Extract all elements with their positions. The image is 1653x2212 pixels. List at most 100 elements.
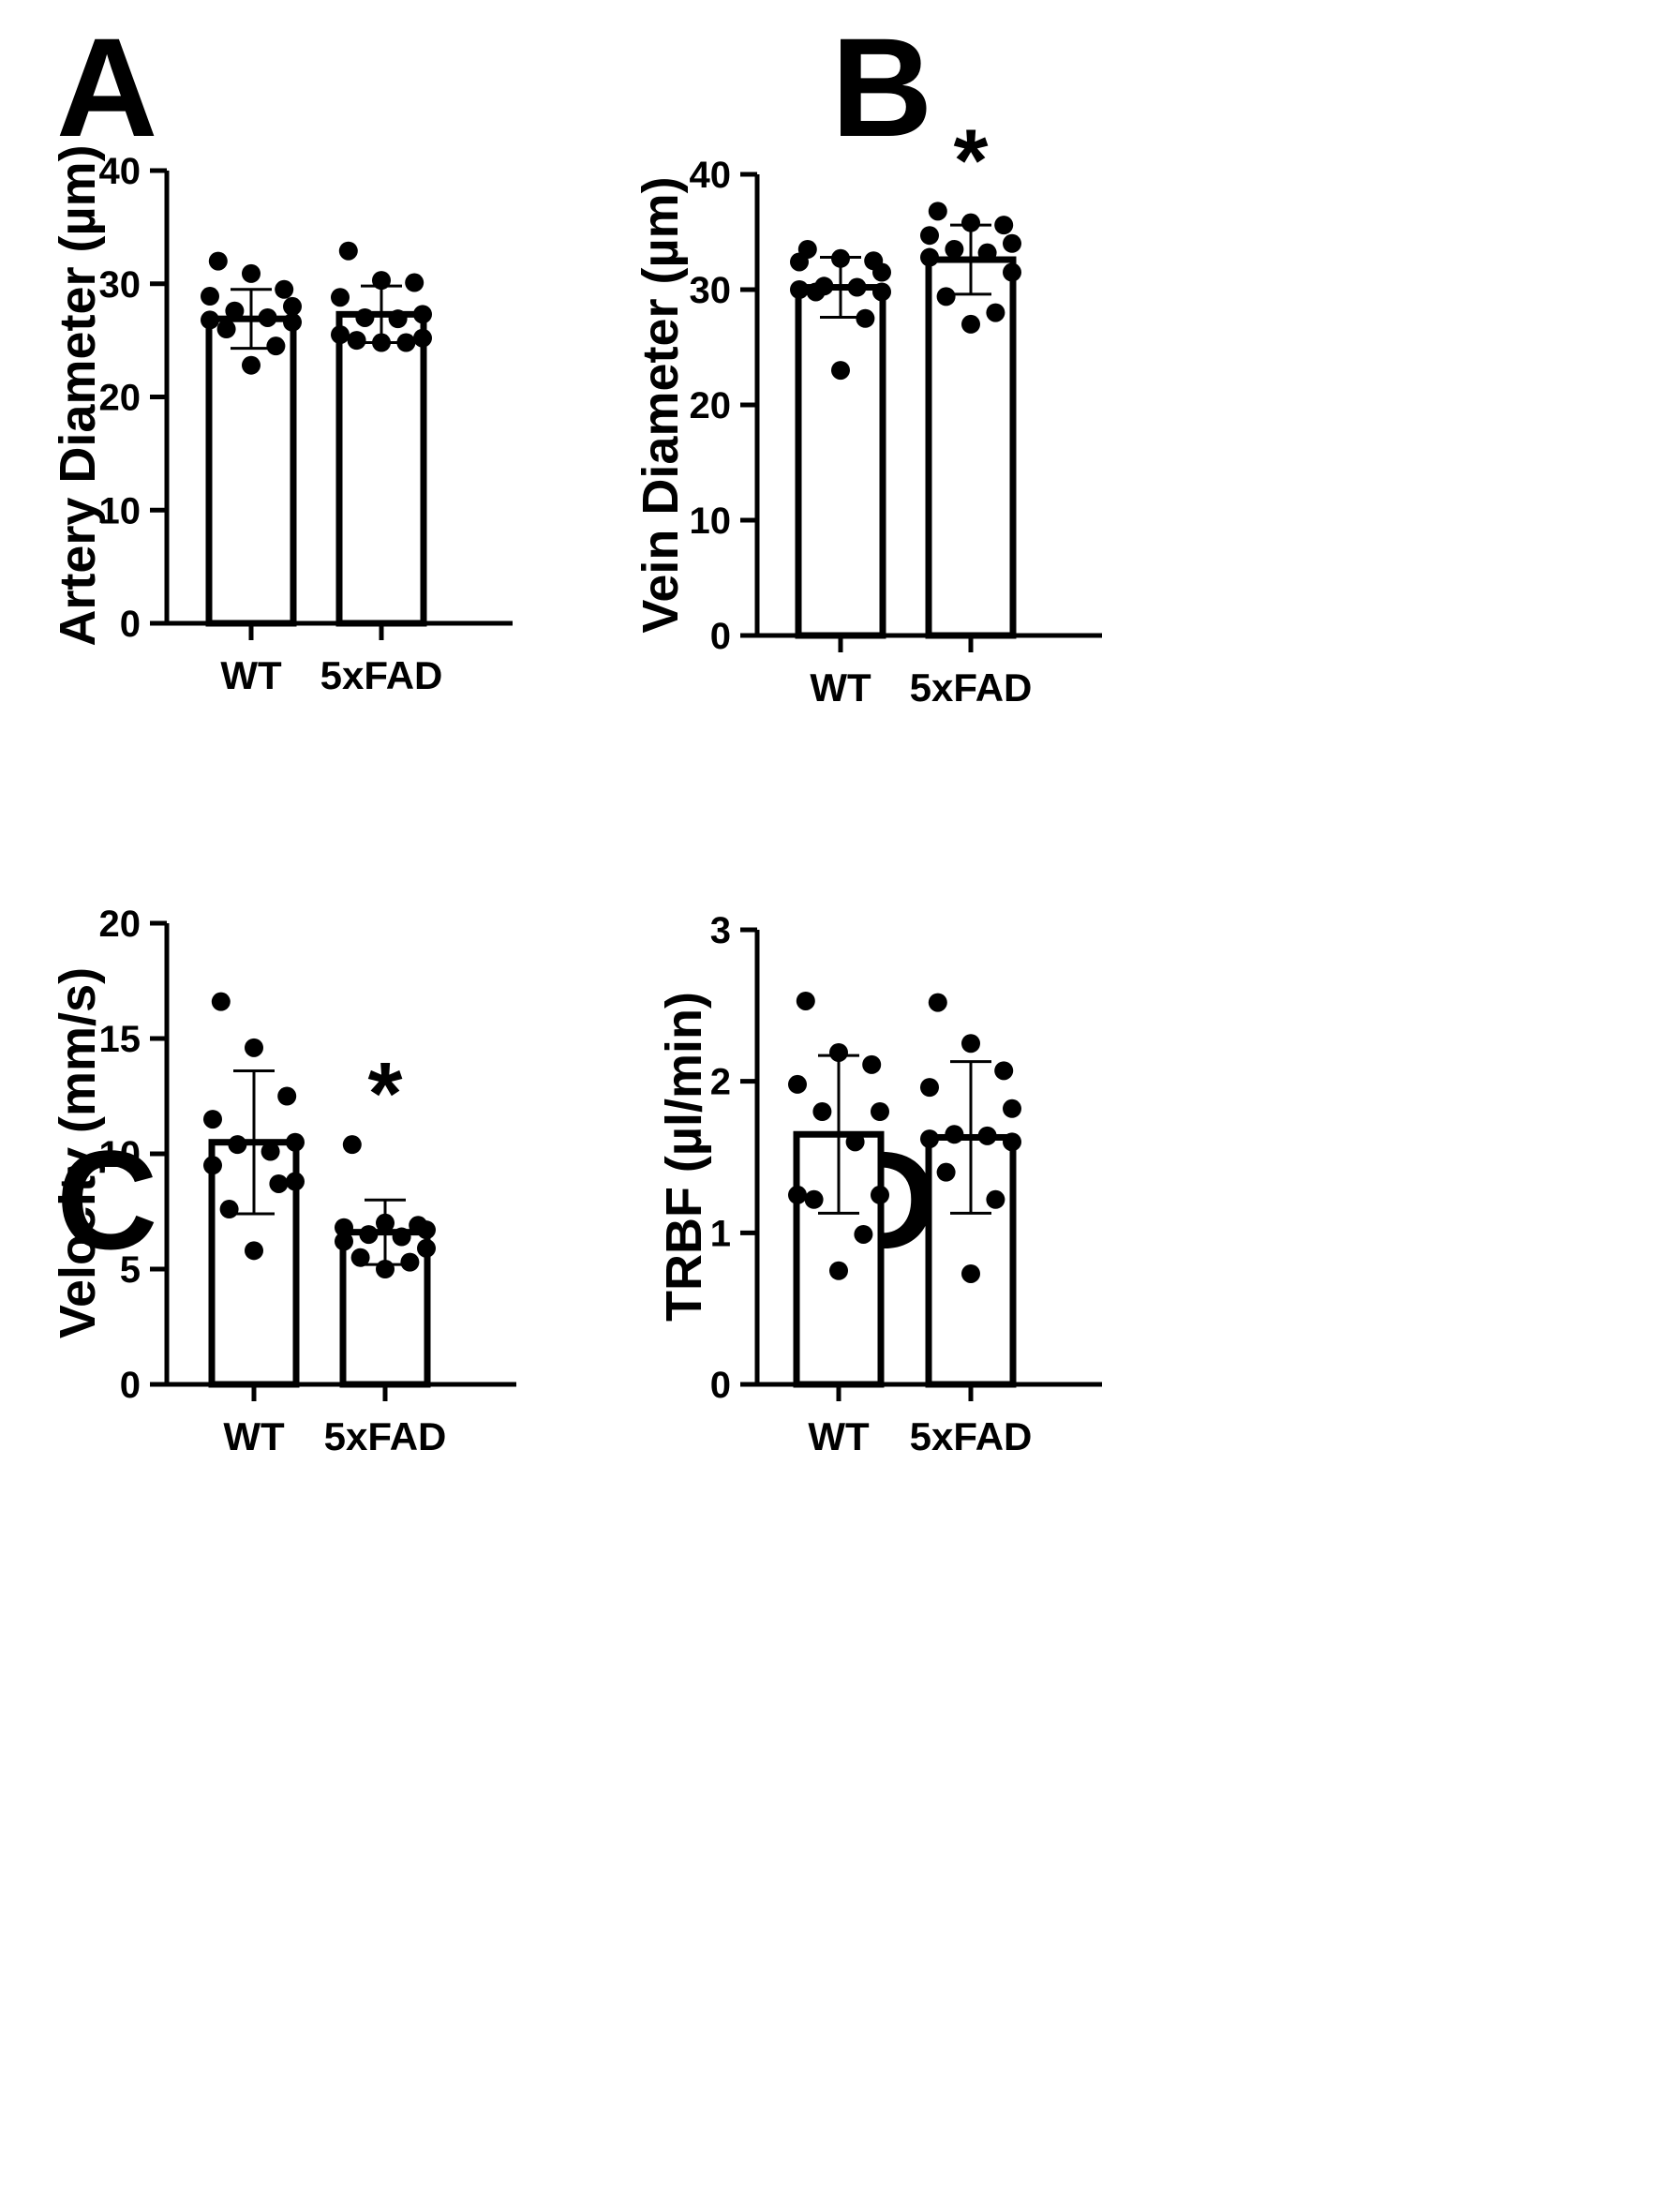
data-point [796, 991, 815, 1010]
data-point [342, 1135, 362, 1155]
data-point [203, 1156, 222, 1175]
data-point [994, 216, 1014, 235]
y-tick-label: 20 [99, 378, 141, 419]
panel-c: C * 0 5 10 15 20 WT 5xFAD Velocity (mm/s) [0, 904, 826, 2212]
data-point [266, 336, 286, 356]
panel-letter-b: B [831, 8, 933, 166]
panel-a: A 0 10 20 30 40 WT 5xFAD Artery Diameter (µm) [0, 0, 826, 1106]
y-tick-label: 20 [690, 385, 732, 426]
data-point [871, 1102, 889, 1121]
chart-group: 0 10 20 30 40 WT 5xFAD Artery Diameter (µm) [50, 144, 513, 697]
data-point [261, 1142, 280, 1161]
y-tick-label: 3 [710, 910, 731, 951]
data-point [812, 1102, 832, 1121]
data-point [269, 1173, 289, 1193]
data-point [242, 355, 261, 375]
data-point [928, 202, 947, 221]
y-tick-label: 10 [99, 490, 141, 531]
data-point [806, 282, 826, 302]
data-point [277, 1086, 297, 1106]
data-point [920, 1078, 939, 1098]
bar-wt [795, 284, 886, 639]
data-point [961, 1263, 980, 1283]
y-tick-label: 40 [99, 151, 141, 192]
data-point [920, 247, 939, 267]
data-point [945, 1125, 964, 1144]
data-point [283, 312, 302, 332]
data-point [788, 1074, 807, 1094]
y-tick-label: 0 [120, 604, 141, 645]
bar-5xfad [335, 310, 427, 627]
data-point [388, 309, 408, 329]
y-axis-label: Velocity (mm/s) [50, 967, 106, 1338]
panel-d: D 0 1 2 3 WT 5xFAD TRBF (µl/min) [656, 910, 1653, 2212]
y-axis-label: TRBF (µl/min) [656, 992, 712, 1322]
y-tick-label: 0 [710, 616, 731, 657]
data-point [1003, 1132, 1021, 1152]
data-point [856, 308, 875, 328]
data-point [847, 277, 867, 297]
data-point [219, 1200, 239, 1219]
data-point [201, 287, 219, 306]
data-point [331, 288, 350, 307]
data-point [804, 1189, 824, 1209]
data-point [208, 251, 228, 271]
data-point [986, 1189, 1005, 1209]
data-point [920, 226, 939, 246]
data-point [788, 1185, 807, 1204]
data-point [350, 1248, 370, 1267]
data-point [977, 243, 997, 262]
data-point [417, 1220, 436, 1240]
data-point [790, 280, 809, 299]
data-point [961, 213, 980, 232]
data-point [1003, 1099, 1021, 1118]
x-tick-label-5xfad: 5xFAD [324, 1414, 447, 1458]
x-tick-label-5xfad: 5xFAD [910, 1414, 1033, 1458]
y-tick-label: 30 [99, 264, 141, 306]
chart-group: 0 1 2 3 WT 5xFAD TRBF (µl/min) [656, 910, 1102, 1458]
data-point [405, 273, 424, 292]
data-point [286, 1172, 305, 1191]
chart-a: 0 10 20 30 40 WT 5xFAD Artery Diameter (µm) [50, 144, 513, 697]
data-point [242, 263, 261, 283]
data-point [338, 241, 358, 261]
data-point [1003, 262, 1021, 282]
x-tick-label-5xfad: 5xFAD [910, 665, 1033, 710]
y-tick-label: 2 [710, 1062, 731, 1103]
data-point [845, 1132, 865, 1152]
y-tick-label: 10 [690, 501, 732, 542]
data-point [831, 361, 850, 381]
data-point [331, 325, 350, 345]
y-tick-label: 0 [120, 1365, 141, 1406]
data-point [245, 1038, 263, 1057]
data-point [871, 1185, 889, 1204]
y-tick-label: 1 [710, 1213, 731, 1254]
data-point [829, 1261, 848, 1280]
x-tick-label-wt: WT [808, 1414, 870, 1458]
y-axis-label: Vein Diameter (µm) [633, 176, 689, 633]
data-point [396, 333, 416, 352]
data-point [413, 305, 432, 324]
panel-b: B * 0 10 20 30 40 WT 5xFAD Vein Diameter (µm) [633, 0, 1653, 1106]
significance-marker: * [954, 111, 989, 210]
data-point [994, 1061, 1014, 1081]
panel-letter-c: C [56, 1121, 158, 1278]
data-point [829, 1042, 848, 1062]
data-point [872, 282, 891, 302]
data-point [862, 1054, 882, 1074]
data-point [392, 1227, 411, 1247]
data-point [854, 1224, 873, 1244]
data-point [936, 1162, 956, 1182]
data-point [790, 252, 809, 272]
data-point [986, 303, 1005, 322]
data-point [216, 320, 236, 339]
significance-marker: * [368, 1044, 403, 1143]
data-point [961, 1034, 980, 1054]
y-tick-label: 20 [99, 904, 141, 945]
data-point [413, 328, 432, 348]
chart-c: * 0 5 10 15 20 WT 5xFAD Velocity (mm/s) [50, 904, 516, 1458]
chart-b: * 0 10 20 30 40 WT 5xFAD Vein Diameter (µm) [633, 111, 1102, 710]
x-tick-label-wt: WT [220, 653, 282, 697]
data-point [275, 279, 294, 299]
data-point [936, 287, 956, 306]
